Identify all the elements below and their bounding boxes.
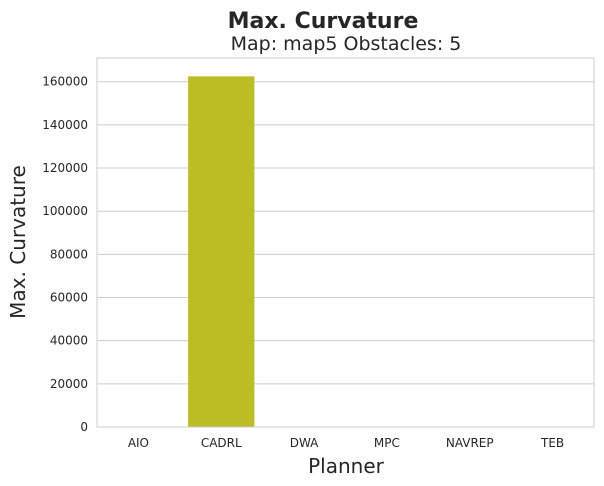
gridlines [97,81,594,428]
x-tick-label: CADRL [201,436,242,450]
x-tick-label: DWA [290,436,319,450]
y-tick-labels: 0 20000 40000 60000 80000 100000 120000 140000 1… [42,75,88,434]
bars [188,76,255,427]
x-axis-label: Planner [308,454,385,478]
y-tick-label: 0 [80,420,88,434]
x-tick-labels: AIO CADRL DWA MPC NAVREP TEB [128,436,564,450]
bar-cadrl [188,76,255,427]
y-tick-label: 80000 [50,247,88,261]
plot-frame [96,57,595,428]
x-tick-label: NAVREP [446,436,494,450]
y-tick-label: 160000 [42,75,88,89]
y-tick-label: 100000 [42,204,88,218]
x-tick-label: TEB [540,436,564,450]
x-tick-label: AIO [128,436,149,450]
y-tick-label: 140000 [42,118,88,132]
x-tick-label: MPC [374,436,400,450]
y-tick-label: 40000 [50,334,88,348]
chart-title: Max. Curvature [228,9,419,34]
y-tick-label: 120000 [42,161,88,175]
chart-subtitle: Map: map5 Obstacles: 5 [231,33,462,55]
y-tick-label: 60000 [50,291,88,305]
y-tick-label: 20000 [50,377,88,391]
y-axis-label: Max. Curvature [6,165,30,319]
